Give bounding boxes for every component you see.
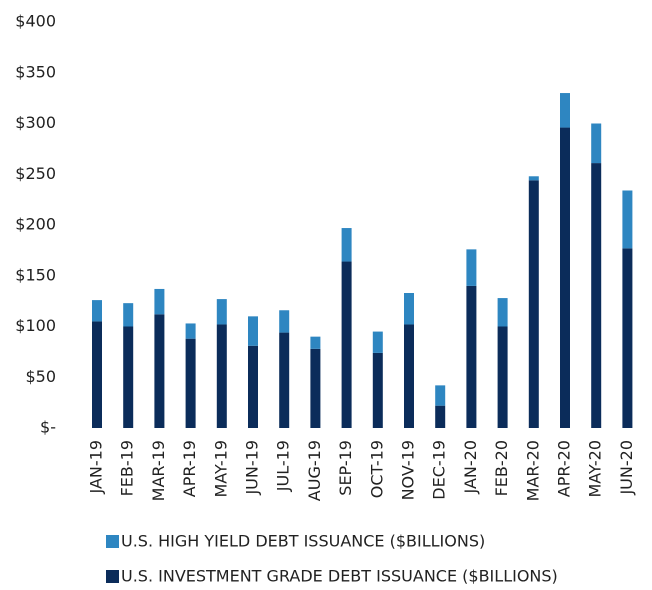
bar-segment — [622, 248, 633, 428]
y-tick-label: $400 — [15, 12, 56, 31]
bar-segment — [591, 163, 602, 428]
x-tick-label: MAR-20 — [523, 440, 542, 501]
x-tick-label: NOV-19 — [399, 440, 418, 500]
bar-segment — [92, 300, 102, 322]
legend-label: U.S. INVESTMENT GRADE DEBT ISSUANCE ($BI… — [121, 567, 558, 586]
bar-segment — [466, 285, 477, 428]
x-tick-label: DEC-19 — [430, 440, 449, 500]
bar-segment — [435, 405, 446, 428]
legend-label: U.S. HIGH YIELD DEBT ISSUANCE ($BILLIONS… — [121, 532, 485, 551]
y-tick-label: $50 — [25, 367, 56, 386]
y-tick-label: $200 — [15, 215, 56, 234]
bar-segment — [372, 352, 383, 428]
y-tick-label: $- — [40, 418, 56, 437]
legend-swatch — [106, 535, 119, 548]
bar-segment — [341, 261, 352, 428]
bar-segment — [404, 293, 414, 325]
bar-segment — [216, 299, 227, 325]
y-tick-label: $100 — [15, 316, 56, 335]
y-tick-label: $350 — [15, 62, 56, 81]
bar-segment — [497, 298, 508, 327]
x-tick-label: JAN-20 — [461, 440, 480, 494]
x-tick-label: AUG-19 — [305, 440, 324, 501]
x-tick-label: JUL-19 — [274, 440, 293, 492]
bar-segment — [279, 332, 290, 428]
x-tick-label: JUN-19 — [243, 440, 262, 496]
legend-swatch — [106, 570, 119, 583]
bar-segment — [528, 180, 539, 428]
bar-segment — [497, 326, 508, 428]
bar-segment — [185, 323, 196, 339]
x-tick-label: APR-20 — [555, 440, 574, 497]
y-tick-label: $250 — [15, 164, 56, 183]
x-tick-label: FEB-19 — [118, 440, 137, 496]
x-tick-label: JUN-20 — [617, 440, 636, 496]
bar-segment — [560, 93, 570, 128]
bar-segment — [310, 336, 321, 349]
x-tick-label: OCT-19 — [367, 440, 386, 498]
bar-segment — [92, 321, 102, 428]
bar-segment — [216, 324, 227, 428]
bar-segment — [591, 123, 602, 164]
x-tick-label: JAN-19 — [87, 440, 106, 494]
bar-segment — [248, 345, 258, 428]
bar-segment — [154, 314, 165, 428]
bar-segment — [154, 288, 165, 315]
bar-segment — [560, 127, 570, 428]
bar-segment — [185, 338, 196, 428]
y-tick-label: $150 — [15, 265, 56, 284]
bar-segment — [372, 331, 383, 353]
bar-segment — [466, 249, 477, 286]
bar-segment — [341, 228, 352, 262]
x-tick-label: MAR-19 — [149, 440, 168, 501]
x-tick-label: SEP-19 — [336, 440, 355, 496]
bar-segment — [248, 316, 258, 346]
bar-segment — [310, 348, 321, 428]
y-tick-label: $300 — [15, 113, 56, 132]
x-tick-label: APR-19 — [180, 440, 199, 497]
x-tick-label: FEB-20 — [492, 440, 511, 496]
bar-segment — [435, 385, 446, 406]
x-tick-label: MAY-20 — [586, 440, 605, 498]
bar-segment — [279, 310, 290, 333]
bar-segment — [404, 324, 414, 428]
bar-segment — [123, 326, 134, 428]
bar-segment — [622, 190, 633, 249]
bar-segment — [528, 176, 539, 181]
bar-segment — [123, 303, 134, 327]
x-tick-label: MAY-19 — [211, 440, 230, 498]
